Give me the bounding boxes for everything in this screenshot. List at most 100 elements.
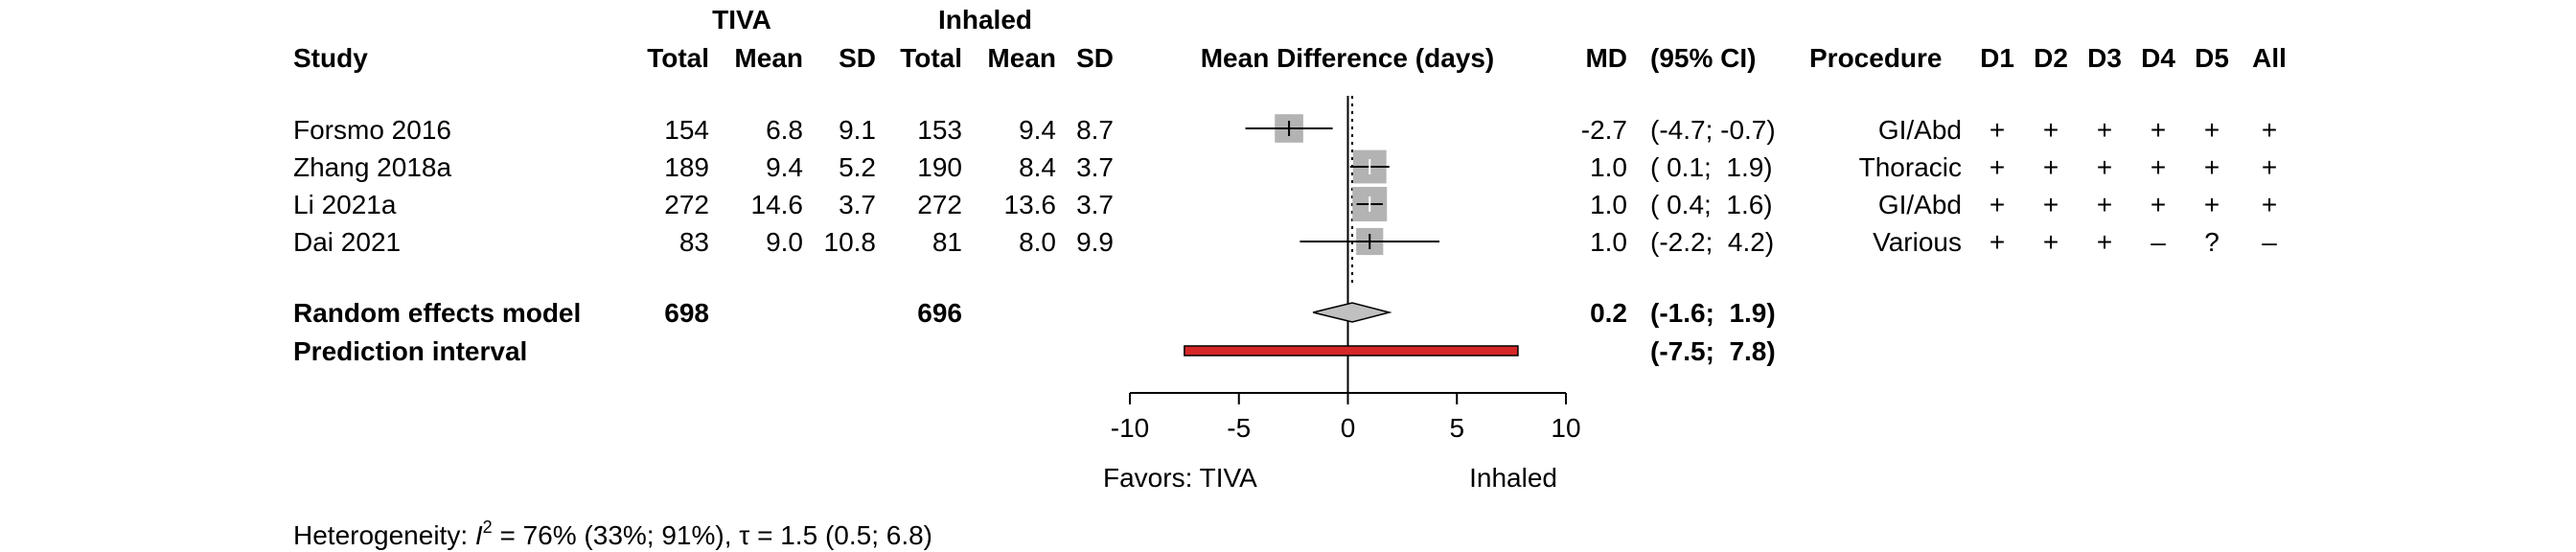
inhaled-sd: 3.7 bbox=[1076, 152, 1114, 182]
study-name: Dai 2021 bbox=[293, 227, 401, 257]
overall-row: Random effects model 698 696 0.2 (-1.6; … bbox=[293, 298, 1776, 328]
study-header: Study bbox=[293, 43, 368, 73]
x-tick-label: 5 bbox=[1449, 413, 1464, 443]
tiva-total: 154 bbox=[664, 115, 709, 145]
all-value: + bbox=[2262, 115, 2277, 145]
tiva-mean: 9.0 bbox=[766, 227, 803, 257]
plot-area: -10 -5 0 5 10 bbox=[1111, 96, 1581, 443]
prediction-label: Prediction interval bbox=[293, 336, 527, 366]
d5-value: ? bbox=[2204, 227, 2220, 257]
tiva-sd: 3.7 bbox=[839, 190, 876, 219]
d2-value: + bbox=[2043, 227, 2058, 257]
md-value: 1.0 bbox=[1590, 152, 1627, 182]
d5-value: + bbox=[2204, 115, 2220, 145]
x-tick-label: 10 bbox=[1551, 413, 1580, 443]
d5-header: D5 bbox=[2195, 43, 2229, 73]
ci-value: (-4.7; -0.7) bbox=[1650, 115, 1776, 145]
tiva-mean: 9.4 bbox=[766, 152, 803, 182]
d4-value: + bbox=[2150, 115, 2166, 145]
md-value: 1.0 bbox=[1590, 227, 1627, 257]
all-header: All bbox=[2252, 43, 2287, 73]
d2-header: D2 bbox=[2034, 43, 2068, 73]
tiva-sd: 5.2 bbox=[839, 152, 876, 182]
d3-header: D3 bbox=[2087, 43, 2122, 73]
plot-title: Mean Difference (days) bbox=[1201, 43, 1495, 73]
i2-symbol: I bbox=[475, 520, 483, 550]
x-tick-label: -10 bbox=[1111, 413, 1149, 443]
inhaled-sd: 9.9 bbox=[1076, 227, 1114, 257]
tiva-mean-header: Mean bbox=[734, 43, 803, 73]
heterogeneity-text: Heterogeneity: I2 = 76% (33%; 91%), τ = … bbox=[293, 518, 932, 550]
inhaled-total: 272 bbox=[917, 190, 962, 219]
inhaled-mean: 8.0 bbox=[1019, 227, 1056, 257]
all-value: + bbox=[2262, 152, 2277, 182]
d3-value: + bbox=[2097, 190, 2112, 219]
study-name: Li 2021a bbox=[293, 190, 397, 219]
procedure-value: Various bbox=[1873, 227, 1962, 257]
study-row: Zhang 2018a 189 9.4 5.2 190 8.4 3.7 1.0 … bbox=[293, 152, 2277, 182]
overall-ci-value: (-1.6; 1.9) bbox=[1650, 298, 1776, 328]
prediction-ci-value: (-7.5; 7.8) bbox=[1650, 336, 1776, 366]
study-name: Forsmo 2016 bbox=[293, 115, 451, 145]
inhaled-sd-header: SD bbox=[1076, 43, 1114, 73]
inhaled-mean: 8.4 bbox=[1019, 152, 1056, 182]
inhaled-total-header: Total bbox=[900, 43, 962, 73]
d2-value: + bbox=[2043, 152, 2058, 182]
inhaled-mean: 13.6 bbox=[1004, 190, 1057, 219]
study-row: Dai 2021 83 9.0 10.8 81 8.0 9.9 1.0 (-2.… bbox=[293, 227, 2277, 257]
procedure-header: Procedure bbox=[1809, 43, 1943, 73]
d1-header: D1 bbox=[1980, 43, 2014, 73]
d2-value: + bbox=[2043, 115, 2058, 145]
tiva-total: 272 bbox=[664, 190, 709, 219]
group-inhaled-header: Inhaled bbox=[938, 5, 1032, 34]
favors-right-label: Inhaled bbox=[1469, 463, 1557, 493]
procedure-value: GI/Abd bbox=[1878, 115, 1962, 145]
d5-value: + bbox=[2204, 190, 2220, 219]
d1-value: + bbox=[1990, 152, 2005, 182]
all-value: + bbox=[2262, 190, 2277, 219]
study-row: Forsmo 2016 154 6.8 9.1 153 9.4 8.7 -2.7… bbox=[293, 115, 2277, 145]
tiva-sd: 10.8 bbox=[824, 227, 877, 257]
group-tiva-header: TIVA bbox=[712, 5, 771, 34]
ci-header: (95% CI) bbox=[1650, 43, 1756, 73]
prediction-interval-bar bbox=[1184, 345, 1519, 356]
tiva-total: 189 bbox=[664, 152, 709, 182]
procedure-value: GI/Abd bbox=[1878, 190, 1962, 219]
overall-md-value: 0.2 bbox=[1590, 298, 1627, 328]
inhaled-total: 81 bbox=[932, 227, 962, 257]
study-row: Li 2021a 272 14.6 3.7 272 13.6 3.7 1.0 (… bbox=[293, 190, 2277, 219]
d4-value: + bbox=[2150, 190, 2166, 219]
md-value: 1.0 bbox=[1590, 190, 1627, 219]
d4-header: D4 bbox=[2141, 43, 2175, 73]
md-value: -2.7 bbox=[1581, 115, 1627, 145]
md-header: MD bbox=[1585, 43, 1627, 73]
d3-value: + bbox=[2097, 115, 2112, 145]
tiva-mean: 6.8 bbox=[766, 115, 803, 145]
d5-value: + bbox=[2204, 152, 2220, 182]
inhaled-sd: 8.7 bbox=[1076, 115, 1114, 145]
tiva-total-header: Total bbox=[647, 43, 709, 73]
x-tick-label: -5 bbox=[1227, 413, 1251, 443]
inhaled-mean-header: Mean bbox=[987, 43, 1056, 73]
x-tick-label: 0 bbox=[1341, 413, 1356, 443]
ci-value: (-2.2; 4.2) bbox=[1650, 227, 1774, 257]
d1-value: + bbox=[1990, 227, 2005, 257]
overall-diamond bbox=[1312, 302, 1392, 323]
i2-superscript: 2 bbox=[483, 518, 493, 537]
overall-inhaled-total: 696 bbox=[917, 298, 962, 328]
overall-tiva-total: 698 bbox=[664, 298, 709, 328]
inhaled-total: 153 bbox=[917, 115, 962, 145]
d3-value: + bbox=[2097, 227, 2112, 257]
d1-value: + bbox=[1990, 190, 2005, 219]
study-name: Zhang 2018a bbox=[293, 152, 451, 182]
tiva-sd-header: SD bbox=[839, 43, 876, 73]
inhaled-sd: 3.7 bbox=[1076, 190, 1114, 219]
tiva-total: 83 bbox=[679, 227, 709, 257]
d2-value: + bbox=[2043, 190, 2058, 219]
inhaled-mean: 9.4 bbox=[1019, 115, 1056, 145]
ci-value: ( 0.4; 1.6) bbox=[1650, 190, 1773, 219]
heterogeneity-prefix: Heterogeneity: bbox=[293, 520, 475, 550]
ci-value: ( 0.1; 1.9) bbox=[1650, 152, 1773, 182]
tiva-sd: 9.1 bbox=[839, 115, 876, 145]
